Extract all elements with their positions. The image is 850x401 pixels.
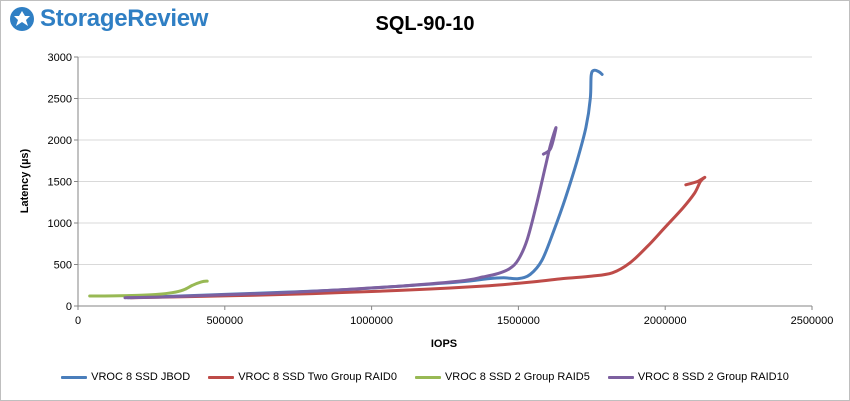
- x-tick-label: 2500000: [791, 315, 834, 327]
- legend-swatch: [414, 375, 441, 379]
- brand-name: StorageReview: [40, 5, 209, 32]
- legend-swatch: [607, 375, 634, 379]
- legend-item-vroc-8-ssd-two-group-raid0: VROC 8 SSD Two Group RAID0: [208, 371, 397, 383]
- series-line-vroc-8-ssd-2-group-raid5: [88, 279, 209, 298]
- legend-item-vroc-8-ssd-2-group-raid10: VROC 8 SSD 2 Group RAID10: [607, 371, 789, 383]
- y-tick-label: 0: [66, 301, 72, 313]
- series-line-vroc-8-ssd-two-group-raid0: [129, 175, 707, 300]
- series-line-vroc-8-ssd-jbod: [126, 68, 604, 300]
- x-tick-label: 1000000: [350, 315, 393, 327]
- chart-legend: VROC 8 SSD JBOD VROC 8 SSD Two Group RAID…: [0, 371, 850, 383]
- y-tick-label: 3000: [48, 52, 72, 64]
- storagereview-logo-icon: [10, 7, 34, 31]
- x-tick-label: 0: [75, 315, 81, 327]
- series-lines: [88, 68, 707, 300]
- legend-label: VROC 8 SSD 2 Group RAID5: [444, 371, 590, 383]
- x-tick-label: 500000: [206, 315, 243, 327]
- legend-label: VROC 8 SSD 2 Group RAID10: [637, 371, 789, 383]
- tick-labels: 0 500 1000 1500 2000 2500 3000 0 500000 1000000 15…: [48, 52, 834, 327]
- y-axis-title: Latency (µs): [19, 148, 31, 213]
- series-line-vroc-8-ssd-2-group-raid10: [123, 126, 558, 300]
- brand-logo: StorageReview: [8, 4, 208, 34]
- legend-label: VROC 8 SSD JBOD: [91, 371, 191, 383]
- y-tick-label: 1500: [48, 177, 72, 189]
- y-tick-label: 2500: [48, 94, 72, 106]
- legend-swatch: [208, 375, 235, 379]
- legend-swatch: [61, 375, 88, 379]
- grid-lines: [78, 56, 812, 265]
- x-tick-label: 2000000: [644, 315, 687, 327]
- legend-label: VROC 8 SSD Two Group RAID0: [238, 371, 397, 383]
- legend-item-vroc-8-ssd-2-group-raid5: VROC 8 SSD 2 Group RAID5: [414, 371, 590, 383]
- chart-title: SQL-90-10: [375, 13, 475, 35]
- y-tick-label: 500: [54, 260, 72, 272]
- y-tick-label: 1000: [48, 218, 72, 230]
- x-axis-title: IOPS: [431, 338, 457, 350]
- y-tick-label: 2000: [48, 135, 72, 147]
- x-tick-label: 1500000: [497, 315, 540, 327]
- axes: [74, 56, 813, 310]
- legend-item-vroc-8-ssd-jbod: VROC 8 SSD JBOD: [61, 371, 190, 383]
